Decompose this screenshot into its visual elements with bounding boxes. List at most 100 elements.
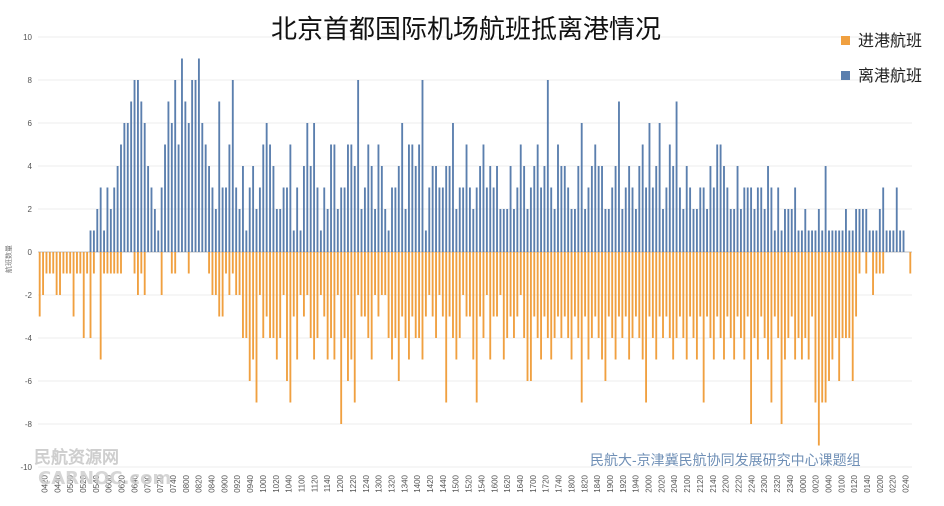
bar-arrivals xyxy=(330,252,332,338)
bar-departures xyxy=(553,209,556,252)
bar-departures xyxy=(404,209,407,252)
x-tick-label: 1420 xyxy=(426,474,435,492)
bar-arrivals xyxy=(814,252,817,403)
bar-departures xyxy=(811,230,813,252)
bar-arrivals xyxy=(292,252,295,317)
bar-arrivals xyxy=(533,252,536,317)
x-tick-label: 1240 xyxy=(362,474,371,492)
bar-departures xyxy=(882,187,885,252)
bar-departures xyxy=(689,187,692,252)
bar-departures xyxy=(567,187,570,252)
bar-departures xyxy=(506,209,509,252)
bar-departures xyxy=(424,230,427,252)
bar-arrivals xyxy=(242,252,244,338)
bar-arrivals xyxy=(614,252,617,360)
bar-arrivals xyxy=(55,252,58,295)
bar-departures xyxy=(614,166,617,252)
bar-departures xyxy=(336,209,339,252)
bar-departures xyxy=(150,187,153,252)
bar-departures xyxy=(370,166,373,252)
bar-arrivals xyxy=(468,252,471,317)
bar-departures xyxy=(89,230,92,252)
bar-departures xyxy=(282,187,285,252)
bar-departures xyxy=(574,209,576,252)
x-tick-label: 2040 xyxy=(670,474,679,492)
bar-arrivals xyxy=(79,252,82,274)
bar-departures xyxy=(123,123,126,252)
bar-departures xyxy=(821,230,824,252)
x-tick-label: 0820 xyxy=(195,474,204,492)
bar-arrivals xyxy=(546,252,549,338)
bar-departures xyxy=(753,209,756,252)
bar-departures xyxy=(265,123,268,252)
x-tick-label: 0720 xyxy=(156,474,165,492)
bar-arrivals xyxy=(716,252,719,317)
gridlines xyxy=(38,36,912,468)
bar-departures xyxy=(638,166,641,252)
bar-departures xyxy=(201,123,204,252)
bar-departures xyxy=(296,187,299,252)
bar-arrivals xyxy=(736,252,739,317)
bar-arrivals xyxy=(607,252,610,317)
x-tick-label: 1920 xyxy=(619,474,628,492)
x-tick-label: 2120 xyxy=(696,474,705,492)
bar-arrivals xyxy=(875,252,878,274)
bar-arrivals xyxy=(174,252,177,274)
y-tick-label: 0 xyxy=(28,248,33,257)
bar-arrivals xyxy=(187,252,190,274)
x-tick-label: 1740 xyxy=(555,474,564,492)
bar-departures xyxy=(658,123,661,252)
bar-departures xyxy=(289,144,292,252)
bar-departures xyxy=(543,166,546,252)
x-tick-label: 1520 xyxy=(465,474,474,492)
bar-departures xyxy=(340,187,343,252)
bar-departures xyxy=(387,230,390,252)
bar-departures xyxy=(546,80,549,252)
bar-arrivals xyxy=(472,252,475,360)
bar-arrivals xyxy=(458,252,461,338)
bar-departures xyxy=(824,166,827,252)
bar-arrivals xyxy=(516,252,519,317)
bar-arrivals xyxy=(709,252,712,338)
bar-departures xyxy=(143,123,146,252)
bar-arrivals xyxy=(347,252,349,381)
x-tick-label: 1900 xyxy=(606,474,615,492)
bar-departures xyxy=(868,230,871,252)
bar-arrivals xyxy=(756,252,759,360)
bar-arrivals xyxy=(597,252,600,338)
bar-arrivals xyxy=(770,252,773,403)
bar-departures xyxy=(367,144,370,252)
bar-departures xyxy=(363,187,366,252)
x-tick-label: 0000 xyxy=(799,474,808,492)
bar-arrivals xyxy=(340,252,343,424)
bar-arrivals xyxy=(62,252,65,274)
bar-arrivals xyxy=(773,252,776,317)
bar-arrivals xyxy=(116,252,119,274)
bar-departures xyxy=(435,166,437,252)
bar-arrivals xyxy=(306,252,309,295)
bar-departures xyxy=(760,187,763,252)
y-tick-label: 10 xyxy=(23,33,32,42)
bar-arrivals xyxy=(580,252,583,403)
bar-arrivals xyxy=(763,252,766,338)
bar-departures xyxy=(729,209,732,252)
bar-arrivals xyxy=(86,252,89,274)
bar-arrivals xyxy=(662,252,664,338)
x-ticks: 0420 0440 0500 0520 0540 0600 0620 0640 0700 0720… xyxy=(40,474,910,492)
bar-arrivals xyxy=(851,252,854,381)
bar-arrivals xyxy=(333,252,336,360)
x-tick-label: 1540 xyxy=(477,474,486,492)
chart-title: 北京首都国际机场航班抵离港情况 xyxy=(271,14,661,44)
bar-arrivals xyxy=(807,252,810,360)
bar-arrivals xyxy=(631,252,634,338)
x-tick-label: 2100 xyxy=(683,474,692,492)
bar-arrivals xyxy=(302,252,305,317)
bar-departures xyxy=(96,209,99,252)
bar-departures xyxy=(177,144,180,252)
bar-departures xyxy=(272,166,275,252)
bar-departures xyxy=(465,144,468,252)
bar-departures xyxy=(726,187,729,252)
bar-arrivals xyxy=(529,252,532,381)
bar-arrivals xyxy=(350,252,353,360)
bar-departures xyxy=(238,209,241,252)
